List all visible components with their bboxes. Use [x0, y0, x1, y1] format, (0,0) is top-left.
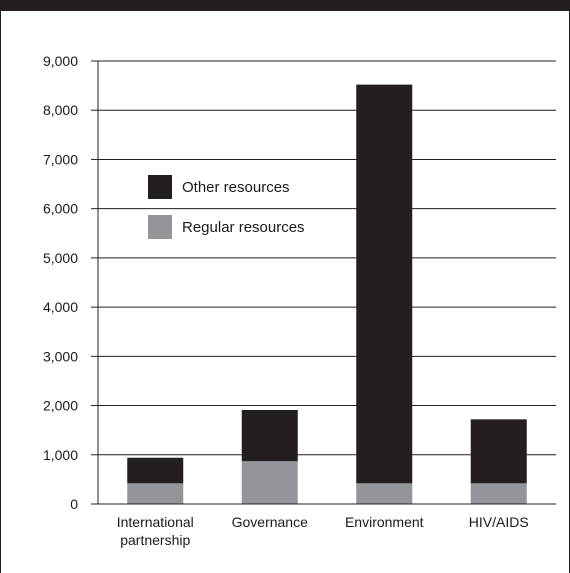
legend-swatch	[148, 175, 172, 199]
y-tick-label: 8,000	[43, 102, 78, 118]
gridlines	[98, 60, 556, 456]
bar-other-3	[470, 419, 527, 484]
y-tick-label: 6,000	[43, 201, 78, 217]
bar-regular-3	[470, 483, 527, 504]
left-border	[0, 11, 1, 573]
bars	[127, 84, 527, 504]
y-axis-ticks: 0 1,000 2,000 3,000 4,000 5,000 6,000 7,000 8,00…	[43, 53, 98, 512]
bar-regular-1	[241, 461, 298, 504]
bar-other-1	[241, 409, 298, 462]
y-tick-label: 0	[70, 496, 78, 512]
bar-regular-2	[356, 483, 413, 504]
y-tick-label: 2,000	[43, 398, 78, 414]
bar-regular-0	[127, 483, 184, 504]
y-tick-label: 7,000	[43, 151, 78, 167]
header-bar	[0, 0, 570, 11]
y-tick-label: 1,000	[43, 447, 78, 463]
x-axis-labels: International partnership Governance Enviro…	[117, 514, 529, 548]
x-tick-label: HIV/AIDS	[469, 514, 529, 530]
x-tick-label: partnership	[120, 532, 190, 548]
legend-swatch	[148, 215, 172, 239]
bar-other-2	[356, 84, 413, 484]
legend: Other resources Regular resources	[148, 175, 305, 239]
x-tick-label: Environment	[345, 514, 424, 530]
y-tick-label: 5,000	[43, 250, 78, 266]
y-tick-label: 9,000	[43, 53, 78, 69]
legend-label: Other resources	[182, 179, 290, 196]
x-tick-label: International	[117, 514, 194, 530]
bar-other-0	[127, 457, 184, 484]
legend-label: Regular resources	[182, 219, 305, 236]
x-tick-label: Governance	[232, 514, 308, 530]
y-tick-label: 3,000	[43, 348, 78, 364]
y-tick-label: 4,000	[43, 299, 78, 315]
